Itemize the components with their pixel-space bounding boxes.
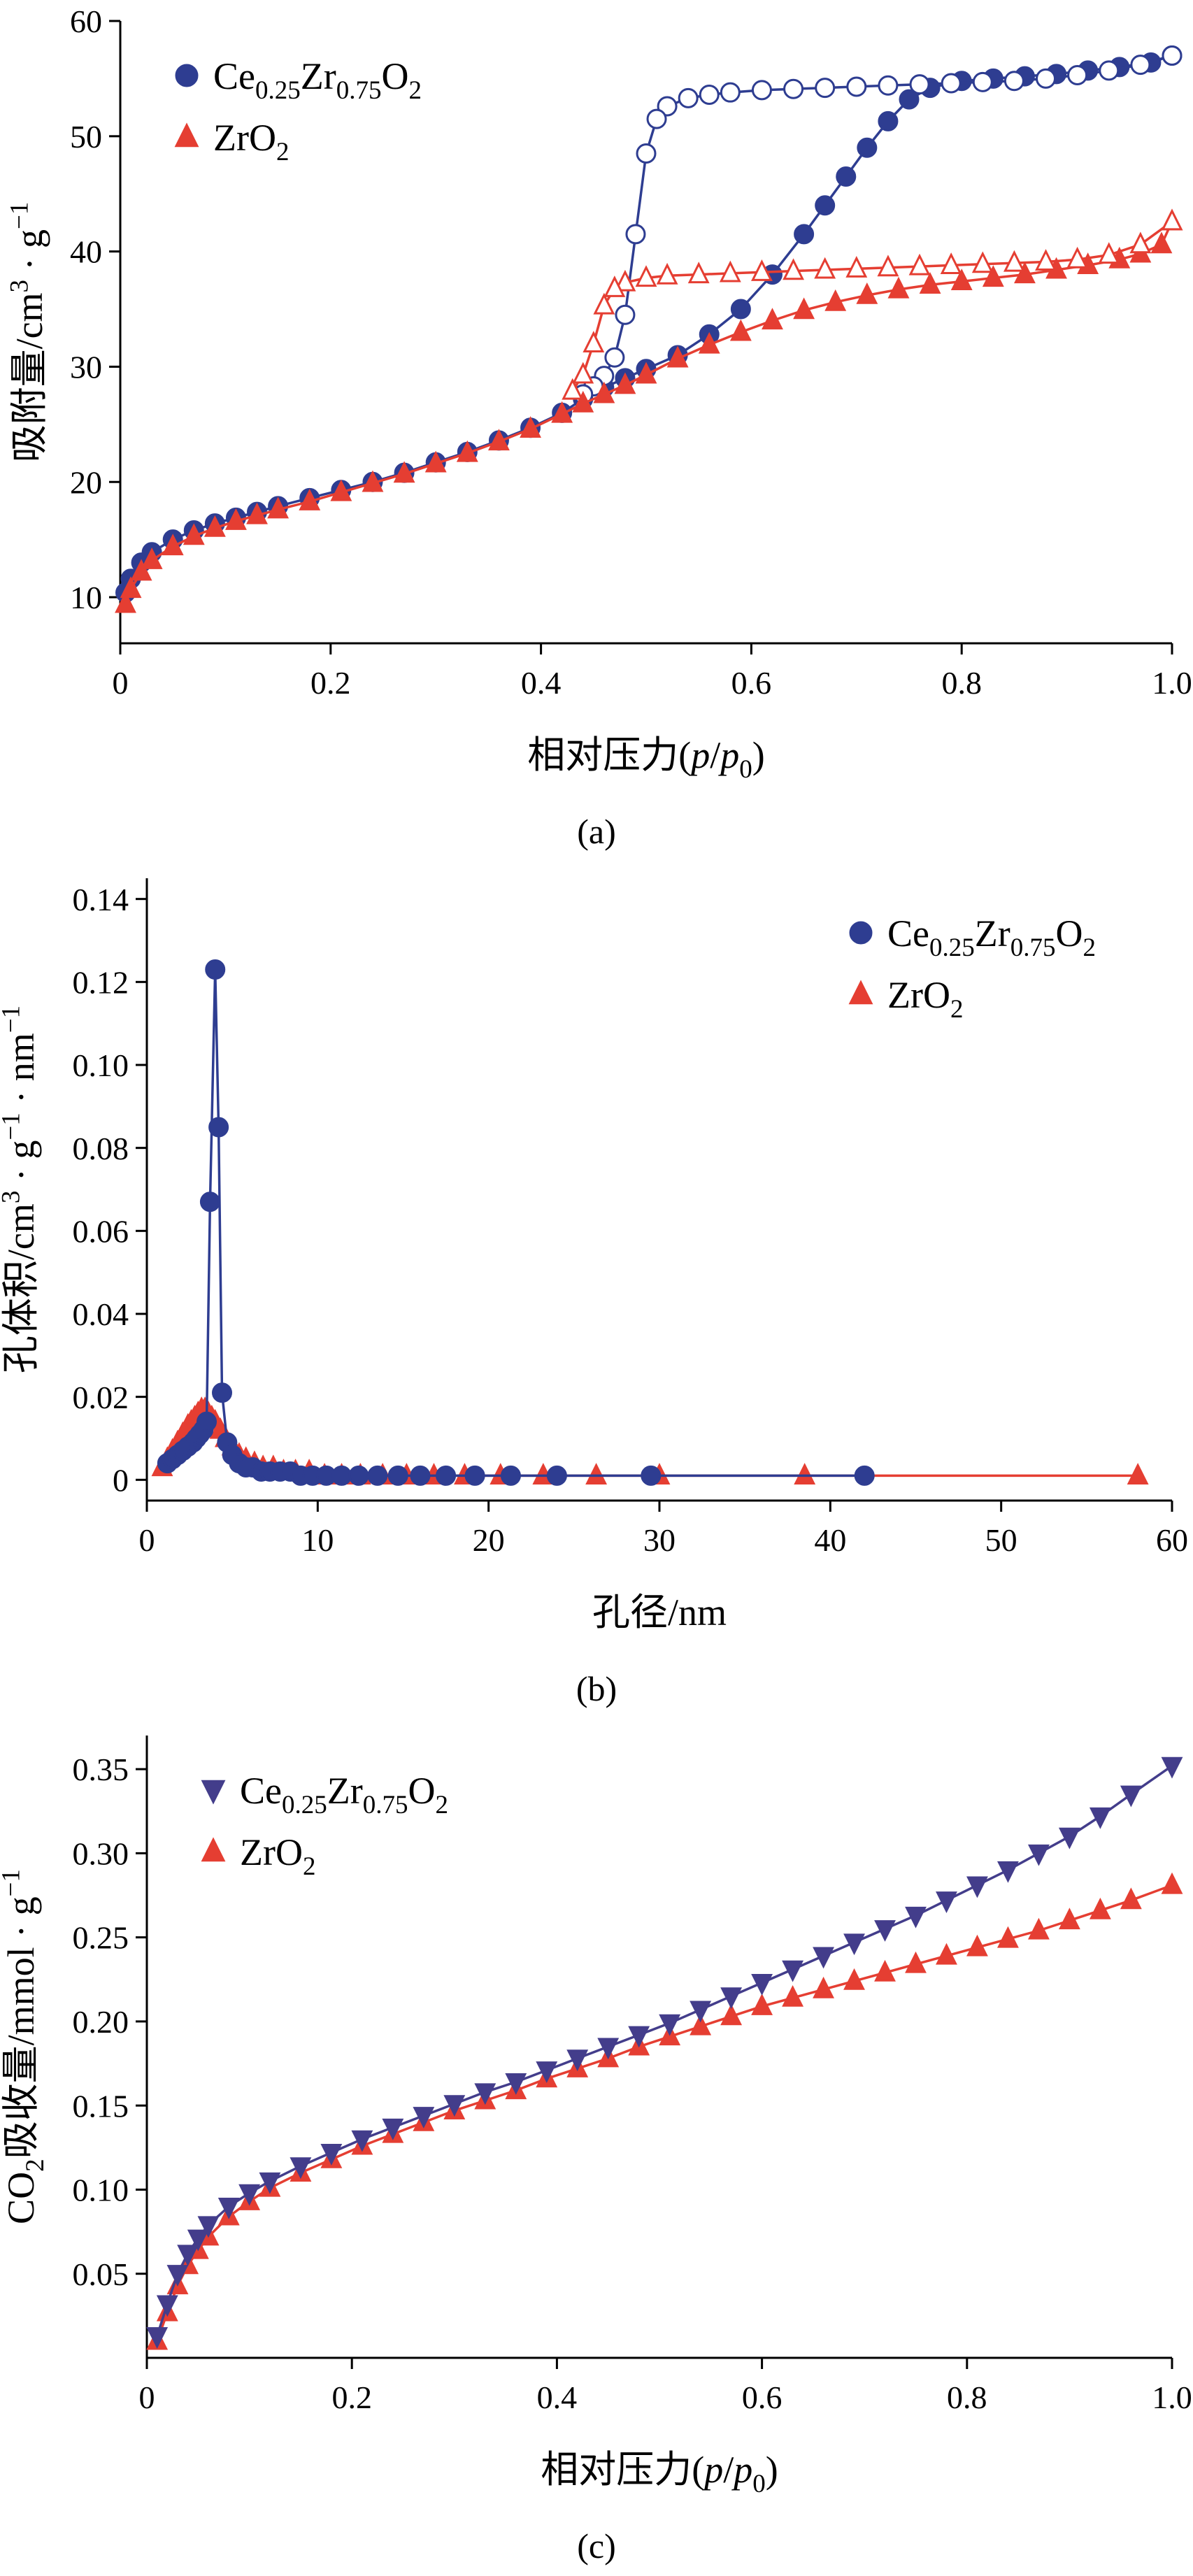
caption-c: (c) (577, 2526, 616, 2566)
legend: Ce0.25Zr0.75O2 ZrO2 (848, 913, 1096, 1024)
svg-text:0.10: 0.10 (73, 1047, 129, 1083)
svg-text:0.35: 0.35 (73, 1752, 129, 1787)
svg-text:10: 10 (70, 580, 102, 615)
svg-text:0: 0 (139, 1522, 155, 1558)
svg-text:40: 40 (814, 1522, 846, 1558)
legend-label: ZrO2 (240, 1831, 315, 1881)
svg-text:20: 20 (473, 1522, 505, 1558)
y-axis: 0.05 0.10 0.15 0.20 0.25 0.30 0.35 (73, 1752, 147, 2292)
svg-text:0: 0 (113, 665, 129, 701)
svg-text:0.2: 0.2 (310, 665, 351, 701)
x-axis: 0 10 20 30 40 50 60 (139, 1501, 1188, 1558)
svg-text:0: 0 (139, 2380, 155, 2415)
svg-text:0.12: 0.12 (73, 964, 129, 1000)
series-ZrO2-CO2-uptake (146, 1872, 1183, 2350)
y-axis-label: 吸附量/cm3 · g−1 (5, 202, 50, 463)
svg-text:20: 20 (70, 464, 102, 500)
legend: Ce0.25Zr0.75O2 ZrO2 (201, 1770, 448, 1881)
x-axis: 0 0.2 0.4 0.6 0.8 1.0 (139, 2358, 1192, 2415)
y-axis-label: 孔体积/cm3 · g−1 · nm−1 (0, 1006, 42, 1373)
axes (145, 1736, 1172, 2359)
svg-text:0.2: 0.2 (331, 2380, 372, 2415)
svg-text:0.8: 0.8 (941, 665, 982, 701)
legend-label: Ce0.25Zr0.75O2 (240, 1770, 448, 1819)
svg-text:60: 60 (70, 3, 102, 39)
panel-b: 0 10 20 30 40 50 60 0 0.02 0.04 0.06 0.08 0.10 0.12 0.… (0, 857, 1193, 1715)
series-Ce0.25Zr0.75O2-CO2-uptake (146, 1756, 1183, 2349)
svg-text:0.6: 0.6 (742, 2380, 783, 2415)
pore-size-chart-svg: 0 10 20 30 40 50 60 0 0.02 0.04 0.06 0.08 0.10 0.12 0.… (0, 878, 1188, 1633)
svg-text:0.02: 0.02 (73, 1380, 129, 1415)
svg-text:0.14: 0.14 (73, 882, 129, 917)
svg-text:40: 40 (70, 234, 102, 270)
panel-c: 0 0.2 0.4 0.6 0.8 1.0 0.05 0.10 0.15 0.20 0.25 0.30… (0, 1715, 1193, 2572)
caption-a: (a) (577, 812, 616, 851)
svg-text:0.4: 0.4 (537, 2380, 578, 2415)
legend-label: ZrO2 (887, 974, 963, 1024)
svg-text:0.08: 0.08 (73, 1131, 129, 1166)
svg-text:50: 50 (70, 119, 102, 155)
svg-text:0.8: 0.8 (947, 2380, 987, 2415)
isotherm-chart-svg: 0 0.2 0.4 0.6 0.8 1.0 10 20 30 40 50 60 相对压力(p/p0) 吸附… (5, 3, 1192, 784)
legend-label: ZrO2 (213, 117, 289, 166)
co2-uptake-chart-svg: 0 0.2 0.4 0.6 0.8 1.0 0.05 0.10 0.15 0.20 0.25 0.30… (0, 1736, 1192, 2498)
series-Ce0.25Zr0.75O2-pore-volume (157, 959, 875, 1486)
y-axis: 10 20 30 40 50 60 (70, 3, 120, 615)
x-axis-label: 相对压力(p/p0) (527, 734, 764, 784)
svg-text:0.30: 0.30 (73, 1836, 129, 1871)
svg-text:10: 10 (301, 1522, 334, 1558)
svg-text:0.04: 0.04 (73, 1296, 129, 1332)
svg-text:0.10: 0.10 (73, 2173, 129, 2208)
svg-text:0.25: 0.25 (73, 1920, 129, 1956)
axes (119, 21, 1172, 645)
svg-text:60: 60 (1156, 1522, 1188, 1558)
svg-text:1.0: 1.0 (1152, 2380, 1192, 2415)
y-axis-label: CO2吸收量/mmol · g−1 (0, 1869, 50, 2224)
legend: Ce0.25Zr0.75O2 ZrO2 (174, 55, 422, 166)
x-axis-label: 相对压力(p/p0) (541, 2449, 778, 2498)
svg-text:0.4: 0.4 (521, 665, 562, 701)
axes (145, 878, 1172, 1502)
svg-text:0.6: 0.6 (731, 665, 772, 701)
x-axis: 0 0.2 0.4 0.6 0.8 1.0 (113, 643, 1192, 701)
svg-text:50: 50 (985, 1522, 1017, 1558)
svg-text:0.05: 0.05 (73, 2256, 129, 2292)
svg-text:0: 0 (113, 1462, 129, 1498)
x-axis-label: 孔径/nm (592, 1591, 727, 1633)
svg-text:30: 30 (643, 1522, 676, 1558)
svg-text:30: 30 (70, 350, 102, 385)
caption-b: (b) (576, 1669, 617, 1708)
series-ZrO2-adsorption (115, 208, 1183, 613)
series-ZrO2-desorption (562, 208, 1183, 400)
y-axis: 0 0.02 0.04 0.06 0.08 0.10 0.12 0.14 (73, 882, 147, 1498)
svg-text:0.20: 0.20 (73, 2004, 129, 2040)
legend-label: Ce0.25Zr0.75O2 (213, 55, 422, 105)
panel-a: 0 0.2 0.4 0.6 0.8 1.0 10 20 30 40 50 60 相对压力(p/p0) 吸附… (0, 0, 1193, 857)
svg-text:1.0: 1.0 (1152, 665, 1192, 701)
svg-text:0.06: 0.06 (73, 1213, 129, 1249)
series-Ce0.25Zr0.75O2-desorption (573, 45, 1183, 405)
legend-label: Ce0.25Zr0.75O2 (887, 913, 1096, 962)
svg-text:0.15: 0.15 (73, 2088, 129, 2124)
